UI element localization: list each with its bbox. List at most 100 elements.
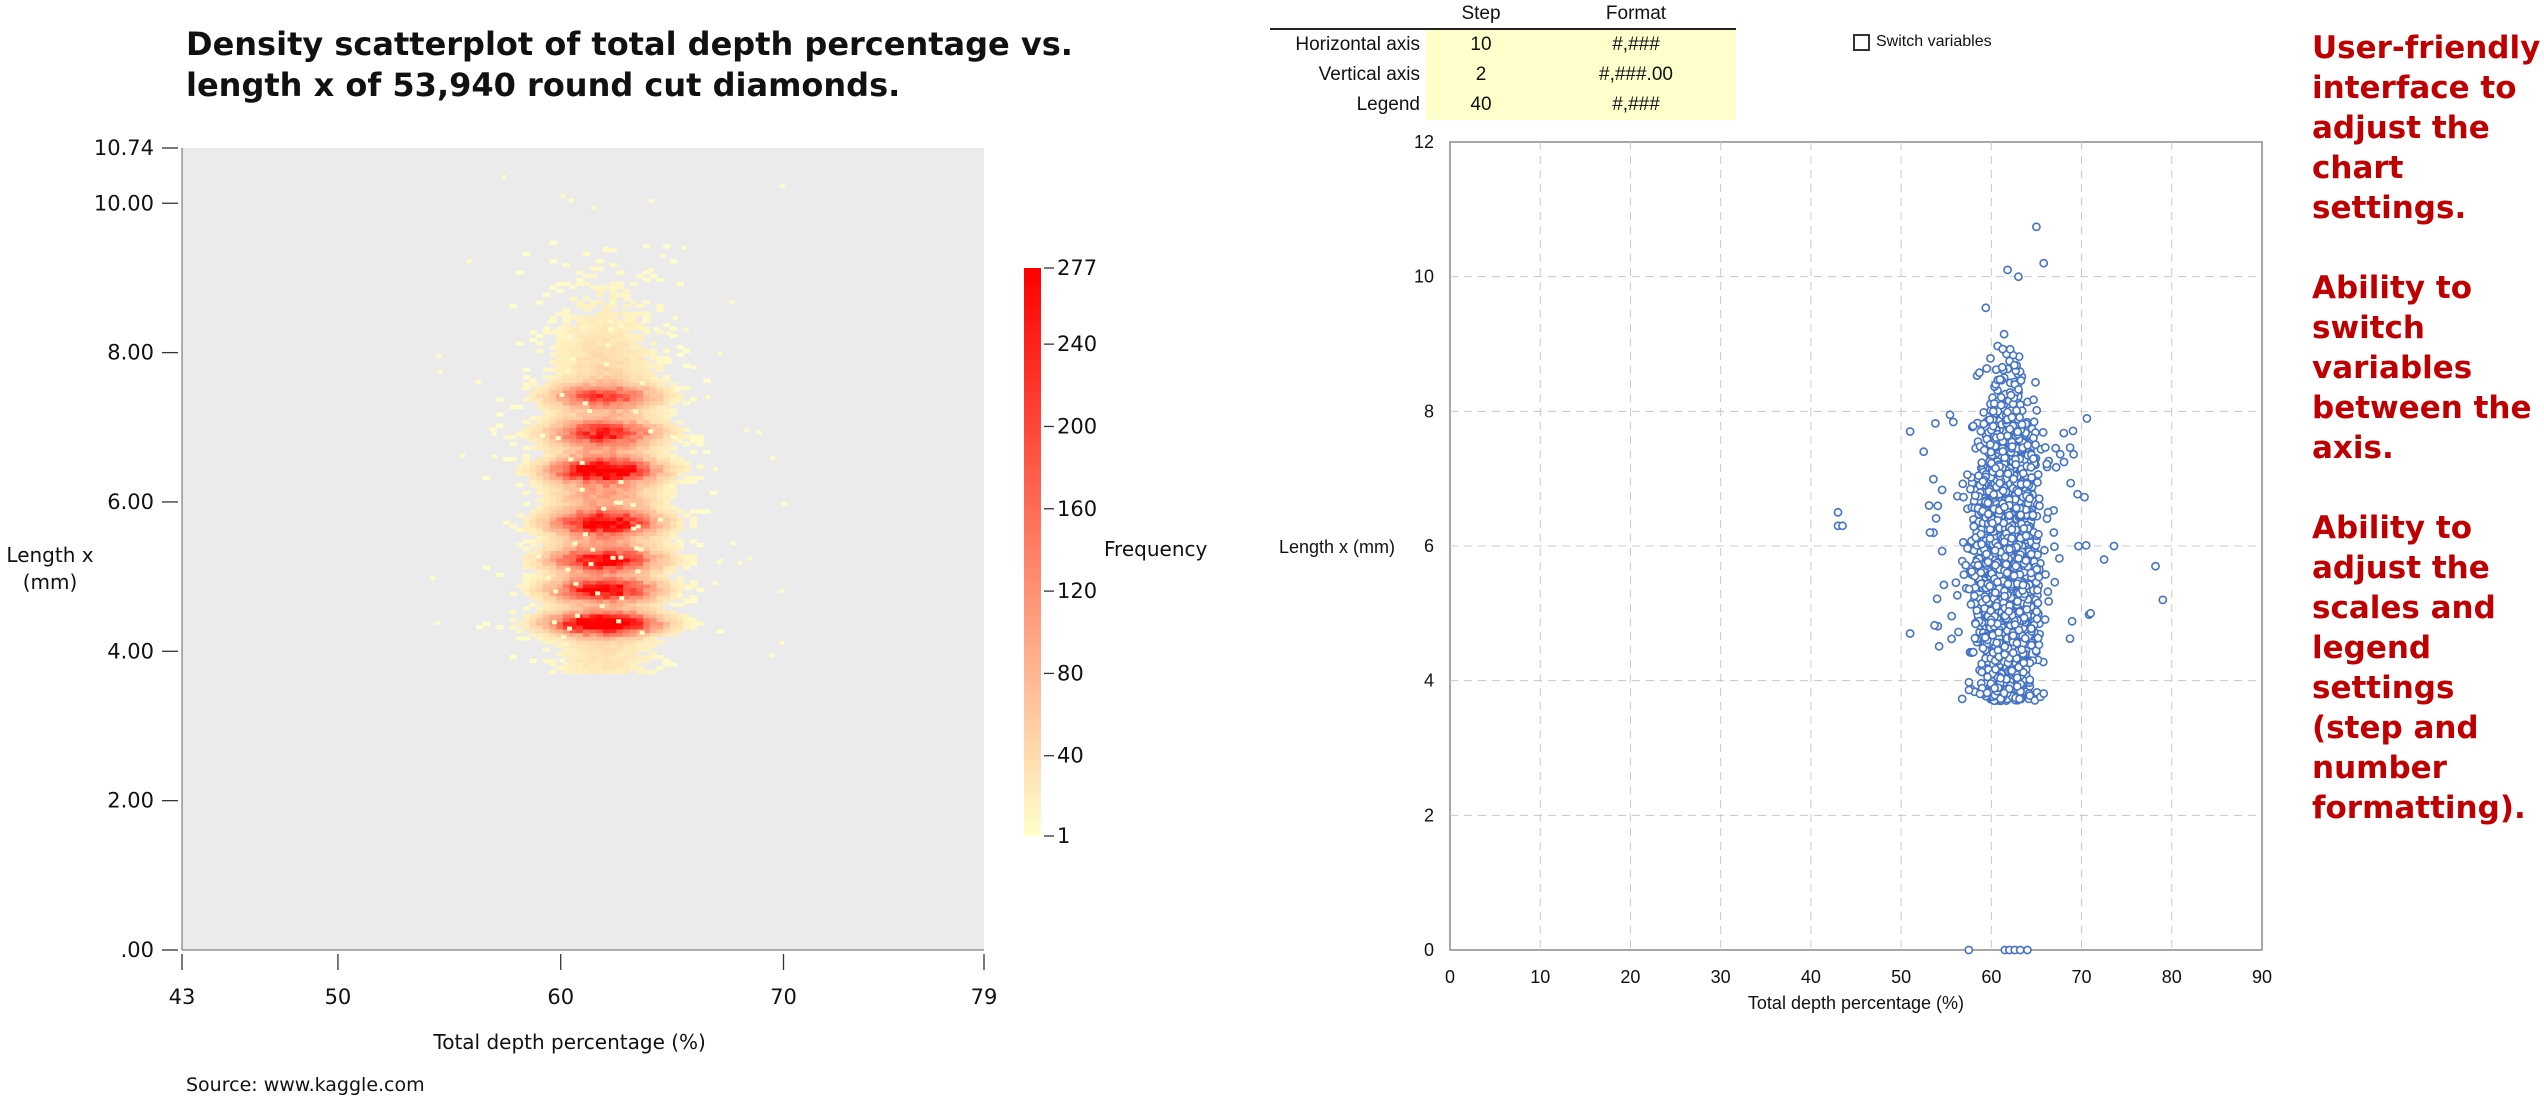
heatmap-cell <box>583 539 591 544</box>
heatmap-cell <box>576 337 584 342</box>
heatmap-cell <box>529 550 537 555</box>
heatmap-cell <box>576 505 584 510</box>
heatmap-cell <box>616 505 624 510</box>
scatter-point <box>2040 615 2050 624</box>
heatmap-cell <box>643 655 651 660</box>
heatmap-cell <box>609 386 617 391</box>
heatmap-cell <box>562 315 571 320</box>
heatmap-cell <box>618 323 624 328</box>
heatmap-cell <box>589 509 597 514</box>
y-tick-label: 2.00 <box>107 789 154 813</box>
heatmap-cell <box>549 352 557 357</box>
heatmap-cell <box>616 569 624 574</box>
heatmap-cell <box>629 389 637 395</box>
heatmap-cell <box>616 632 624 637</box>
heatmap-cell <box>643 412 651 417</box>
heatmap-cell <box>623 330 631 335</box>
heatmap-cell <box>576 412 584 417</box>
heatmap-cell <box>559 658 565 663</box>
heatmap-cell <box>549 610 557 615</box>
heatmap-cell <box>492 454 498 459</box>
heatmap-cell <box>623 614 631 619</box>
heatmap-cell <box>623 487 631 492</box>
heatmap-cell <box>562 614 571 619</box>
heatmap-cell <box>649 449 657 454</box>
scatter-point <box>1930 620 1939 630</box>
heatmap-cell <box>663 599 671 604</box>
heatmap-cell <box>549 401 557 406</box>
heatmap-cell <box>629 602 637 607</box>
heatmap-cell <box>549 453 557 458</box>
heatmap-cell <box>596 285 604 290</box>
heatmap-cell <box>542 587 551 592</box>
heatmap-cell <box>518 432 524 437</box>
heatmap-cell <box>576 502 584 507</box>
heatmap-cell <box>516 528 524 533</box>
heatmap-cell <box>656 569 664 574</box>
heatmap-cell <box>589 599 597 604</box>
scatter-point <box>1933 501 1943 511</box>
legend-tick-label: 40 <box>1057 744 1084 768</box>
heatmap-cell <box>596 449 604 454</box>
heatmap-cell <box>663 550 671 555</box>
heatmap-cell <box>589 625 597 630</box>
heatmap-cell <box>636 502 644 507</box>
heatmap-cell <box>542 640 551 645</box>
heatmap-cell <box>609 587 617 592</box>
scatter-point <box>2034 494 2044 503</box>
scatter-point <box>2025 675 2035 685</box>
heatmap-cell <box>643 636 651 641</box>
heatmap-cell <box>616 619 622 624</box>
heatmap-cell <box>556 572 564 578</box>
heatmap-cell <box>542 528 551 533</box>
scatter-point <box>2013 487 2023 497</box>
heatmap-cell <box>629 550 637 555</box>
heatmap-cell <box>639 630 645 635</box>
heatmap-cell <box>549 617 557 622</box>
heatmap-cell <box>576 404 584 410</box>
heatmap-cell <box>536 569 544 574</box>
heatmap-cell <box>549 584 557 589</box>
heatmap-cell <box>509 304 517 309</box>
scatter-point <box>1976 529 1986 539</box>
heatmap-cell <box>663 569 671 574</box>
heatmap-cell <box>589 475 597 480</box>
heatmap-cell <box>609 479 617 484</box>
heatmap-cell <box>603 475 611 480</box>
heatmap-cell <box>576 543 584 548</box>
heatmap-cell <box>536 386 544 391</box>
heatmap-cell <box>576 490 584 495</box>
legend-tick-label: 160 <box>1057 497 1097 521</box>
scatter-point <box>2011 459 2021 469</box>
heatmap-cell <box>583 625 591 630</box>
heatmap-cell <box>596 404 604 410</box>
heatmap-cell <box>562 386 571 391</box>
heatmap-cell <box>616 330 624 335</box>
heatmap-cell <box>576 348 584 354</box>
heatmap-cell <box>596 427 604 432</box>
heatmap-cell <box>616 558 624 563</box>
heatmap-cell <box>516 404 524 410</box>
heatmap-cell <box>643 643 651 648</box>
heatmap-cell <box>556 606 564 611</box>
heatmap-cell <box>583 490 591 495</box>
scatter-point <box>2049 528 2059 537</box>
heatmap-cell <box>623 599 631 604</box>
heatmap-cell <box>629 348 637 354</box>
heatmap-cell <box>656 397 664 402</box>
heatmap-cell <box>623 587 631 592</box>
scatter-point <box>1975 368 1984 378</box>
heatmap-cell <box>660 253 666 258</box>
heatmap-cell <box>636 565 644 570</box>
heatmap-cell <box>549 431 557 436</box>
heatmap-cell <box>649 584 657 589</box>
heatmap-cell <box>589 580 597 585</box>
heatmap-cell <box>643 554 651 559</box>
heatmap-cell <box>649 591 657 596</box>
heatmap-cell <box>616 625 624 630</box>
heatmap-cell <box>636 311 644 316</box>
heatmap-cell <box>549 460 557 466</box>
heatmap-cell <box>649 628 657 634</box>
heatmap-cell <box>522 621 530 626</box>
heatmap-cell <box>710 490 718 495</box>
